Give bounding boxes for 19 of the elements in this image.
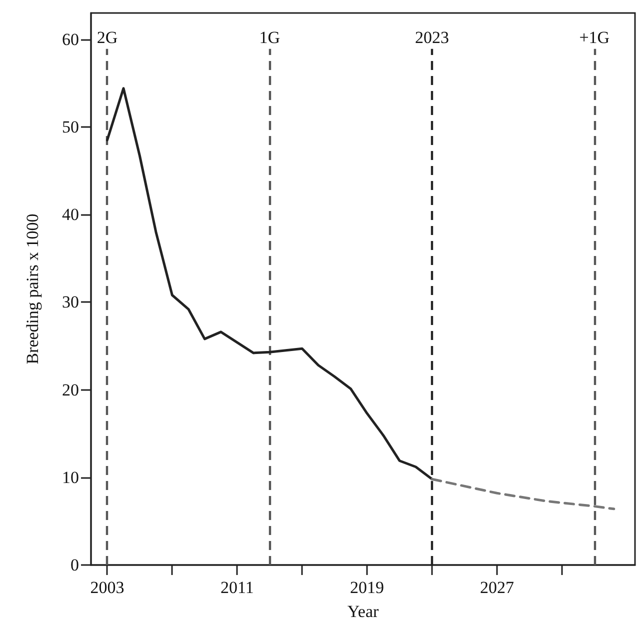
line-series <box>430 478 616 510</box>
y-tick-label: 50 <box>62 117 79 136</box>
ref-line-label: +1G <box>579 28 610 47</box>
x-tick-label: 2019 <box>350 578 384 597</box>
ref-line-label: 2023 <box>415 28 450 47</box>
y-tick-label: 40 <box>62 205 79 224</box>
x-tick-label: 2011 <box>220 578 254 597</box>
y-tick-label: 10 <box>62 468 79 487</box>
ref-line-label: 2G <box>96 28 118 47</box>
y-tick-label: 30 <box>62 292 79 312</box>
y-axis-title: Breeding pairs x 1000 <box>23 214 42 364</box>
y-tick-label: 20 <box>62 380 79 400</box>
y-tick-label: 0 <box>70 556 79 574</box>
line-series <box>106 87 434 480</box>
ref-line-label: 1G <box>259 28 280 47</box>
x-tick-label: 2027 <box>480 578 514 597</box>
y-tick-label: 60 <box>62 30 79 49</box>
x-axis-title: Year <box>347 602 379 621</box>
x-tick-label: 2003 <box>90 578 124 597</box>
